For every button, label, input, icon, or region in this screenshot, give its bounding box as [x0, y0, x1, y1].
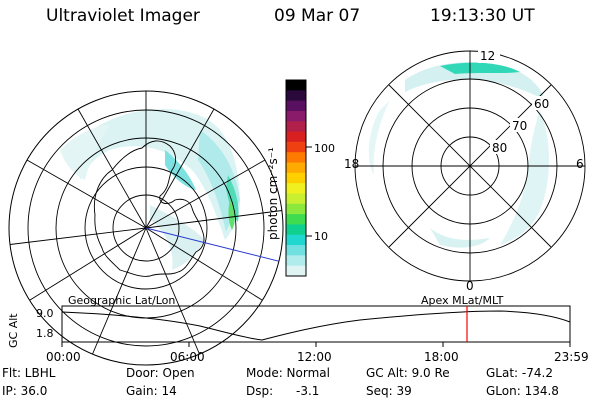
- colorbar-band: [286, 183, 306, 195]
- timeline-ytick-top: 9.0: [36, 307, 54, 320]
- gain-status: Gain: 14: [126, 384, 177, 398]
- dsp-value: -3.1: [296, 384, 320, 398]
- mlt-label-12: 12: [480, 49, 495, 63]
- colorbar-band: [286, 162, 306, 174]
- timeline-ytick-bottom: 1.8: [36, 327, 54, 340]
- timeline-xtick-2359: 23:59: [554, 350, 589, 364]
- observation-date: 09 Mar 07: [274, 6, 361, 26]
- colorbar: [286, 80, 306, 277]
- colorbar-band: [286, 172, 306, 184]
- colorbar-band: [286, 80, 306, 91]
- glat-status: GLat: -74.2: [486, 366, 553, 380]
- dsp-label: Dsp:: [246, 384, 274, 398]
- colorbar-band: [286, 110, 306, 122]
- left-map-caption: Geographic Lat/Lon: [68, 294, 175, 307]
- instrument-title: Ultraviolet Imager: [46, 6, 200, 26]
- colorbar-band: [286, 193, 306, 205]
- mlt-label-18: 18: [344, 157, 359, 171]
- geographic-map: [8, 90, 284, 366]
- colorbar-band: [286, 245, 306, 256]
- colorbar-band: [286, 255, 306, 267]
- mlt-label-0: 0: [466, 279, 474, 293]
- timeline-xtick-1200: 12:00: [297, 350, 332, 364]
- colorbar-band: [286, 100, 306, 112]
- colorbar-tick-100: 100: [314, 142, 335, 155]
- colorbar-band: [286, 265, 306, 277]
- gc-alt-status: GC Alt: 9.0 Re: [366, 366, 450, 380]
- observation-time: 19:13:30 UT: [430, 6, 535, 26]
- mode-status: Mode: Normal: [246, 366, 330, 380]
- filter-status: Flt: LBHL: [2, 366, 56, 380]
- colorbar-band: [286, 203, 306, 215]
- timeline-ylabel: GC Alt: [7, 313, 20, 348]
- door-status: Door: Open: [126, 366, 195, 380]
- altitude-timeline: Geographic Lat/Lon Apex MLat/MLT GC Alt …: [7, 294, 589, 364]
- colorbar-band: [286, 224, 306, 236]
- mlt-label-6: 6: [576, 157, 584, 171]
- continent-outline: [93, 140, 205, 277]
- timeline-xtick-1800: 18:00: [424, 350, 459, 364]
- colorbar-band: [286, 141, 306, 153]
- aurora-emission-right: [368, 62, 549, 248]
- colorbar-band: [286, 214, 306, 226]
- glon-status: GLon: 134.8: [486, 384, 559, 398]
- colorbar-band: [286, 90, 306, 102]
- lat-lon-grid: [9, 91, 283, 361]
- mlat-label-60: 60: [534, 97, 549, 111]
- colorbar-band: [286, 131, 306, 143]
- colorbar-band: [286, 121, 306, 133]
- right-map-caption: Apex MLat/MLT: [421, 294, 504, 307]
- colorbar-band: [286, 152, 306, 164]
- timeline-xtick-0600: 06:00: [170, 350, 205, 364]
- colorbar-unit-label: photon cm⁻²s⁻¹: [266, 147, 280, 240]
- colorbar-tick-10: 10: [314, 230, 328, 243]
- sequence-status: Seq: 39: [366, 384, 412, 398]
- mlat-label-80: 80: [492, 141, 507, 155]
- magnetic-map: 12 0 18 6 60 70 80: [344, 49, 586, 293]
- ip-status: IP: 36.0: [2, 384, 48, 398]
- timeline-xtick-0000: 00:00: [46, 350, 81, 364]
- mlat-label-70: 70: [512, 119, 527, 133]
- colorbar-band: [286, 234, 306, 246]
